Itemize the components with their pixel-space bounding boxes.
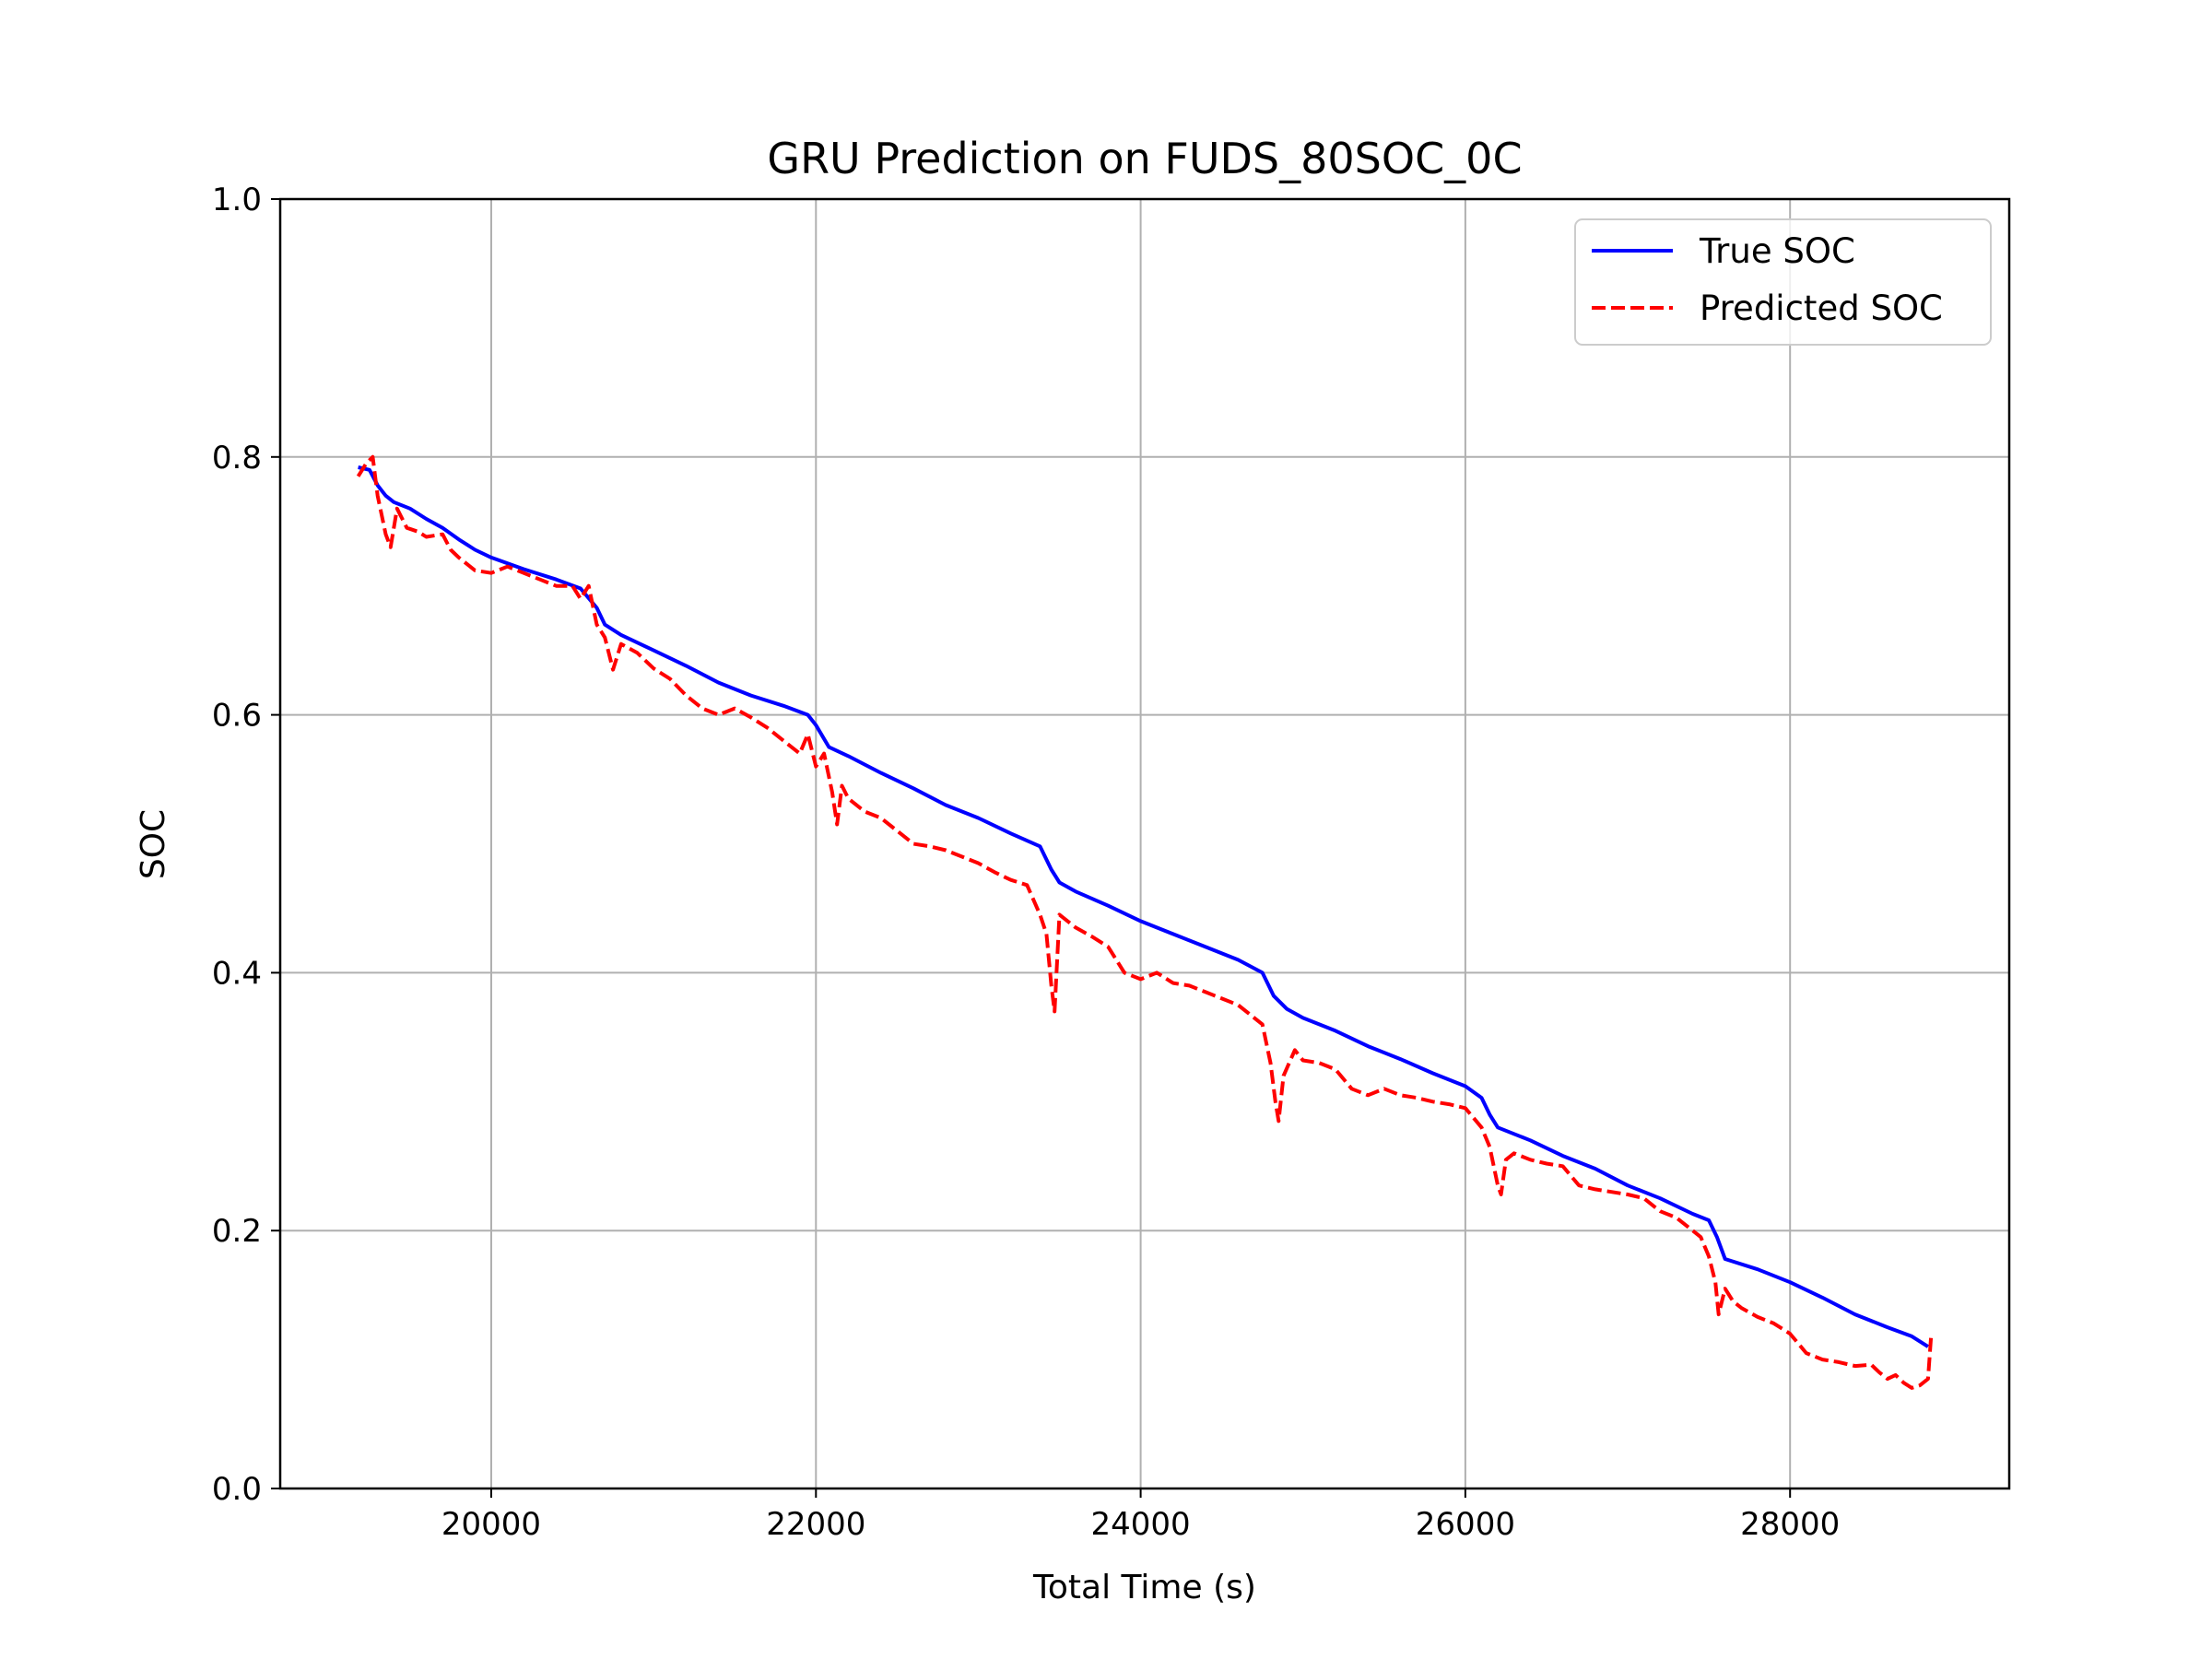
y-tick-label: 0.0: [212, 1471, 262, 1508]
x-tick-label: 26000: [1416, 1506, 1515, 1543]
predicted-soc-line: [356, 454, 1934, 1390]
plot-frame: [278, 197, 2011, 1490]
x-tick-label: 20000: [441, 1506, 541, 1543]
legend-predicted-soc-label: Predicted SOC: [1700, 288, 1943, 328]
x-axis-label: Total Time (s): [1032, 1569, 1256, 1606]
legend-true-soc-label: True SOC: [1699, 231, 1855, 271]
y-tick-label: 1.0: [212, 182, 262, 218]
y-tick-label: 0.2: [212, 1213, 262, 1250]
y-tick-label: 0.4: [212, 955, 262, 992]
y-axis-label: SOC: [135, 809, 172, 879]
x-tick-label: 22000: [766, 1506, 865, 1543]
true-soc-line: [358, 465, 1929, 1348]
y-tick-label: 0.6: [212, 698, 262, 735]
x-tick-label: 24000: [1091, 1506, 1191, 1543]
series-layer: [356, 454, 1934, 1390]
axis-ticks: 20000 22000 24000 26000 28000 0.0 0.2 0.4 0.6 0.8…: [212, 182, 1840, 1543]
y-tick-label: 0.8: [212, 440, 262, 477]
x-tick-label: 28000: [1740, 1506, 1840, 1543]
legend: True SOC Predicted SOC: [1574, 218, 1992, 346]
legend-box: [1574, 218, 1992, 346]
chart-title: GRU Prediction on FUDS_80SOC_0C: [767, 134, 1522, 183]
